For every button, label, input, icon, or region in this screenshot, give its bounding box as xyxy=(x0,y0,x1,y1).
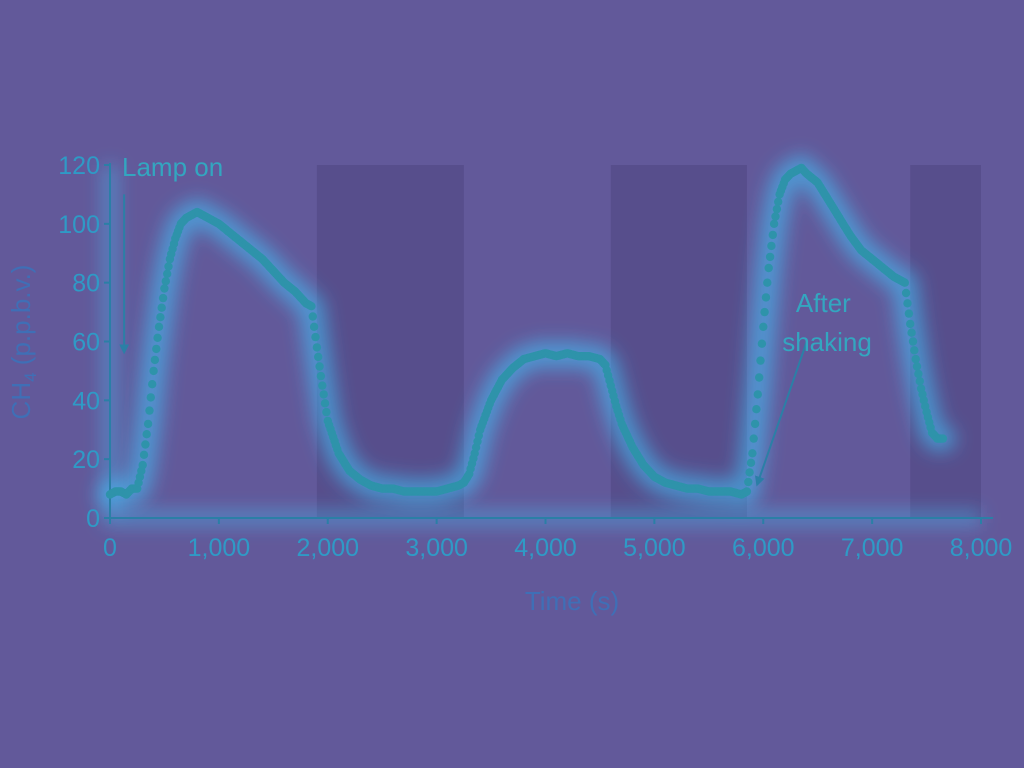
data-point xyxy=(759,322,768,331)
y-tick-label-5: 100 xyxy=(58,211,100,239)
data-point xyxy=(907,328,916,337)
data-point xyxy=(157,303,166,312)
data-point xyxy=(161,277,170,286)
data-point xyxy=(903,299,912,308)
data-point xyxy=(142,430,151,439)
data-point xyxy=(756,356,765,365)
data-point xyxy=(320,399,330,408)
after-shaking-line-2: shaking xyxy=(782,327,872,357)
data-point xyxy=(148,380,157,389)
data-point xyxy=(318,381,327,390)
data-point xyxy=(742,487,752,496)
data-point xyxy=(774,197,783,206)
x-tick-label-7: 7,000 xyxy=(841,534,904,562)
data-point xyxy=(906,319,915,329)
data-point xyxy=(904,309,914,318)
data-point xyxy=(938,434,948,443)
data-point xyxy=(746,458,756,467)
data-point xyxy=(744,477,753,487)
data-point xyxy=(768,230,777,240)
data-point xyxy=(315,362,324,371)
y-axis-title: CH4 (p.p.b.v.) xyxy=(6,265,40,420)
data-point xyxy=(767,241,776,251)
data-point xyxy=(152,344,161,354)
data-point xyxy=(158,293,168,303)
data-point xyxy=(915,377,924,386)
data-point xyxy=(164,262,173,271)
data-point xyxy=(764,263,773,273)
x-tick-label-0: 0 xyxy=(103,534,117,562)
data-point xyxy=(139,450,149,459)
x-tick-label-1: 1,000 xyxy=(188,534,251,562)
data-point xyxy=(322,407,331,417)
y-tick-label-0: 0 xyxy=(86,505,100,533)
data-point xyxy=(156,313,165,322)
data-point xyxy=(772,204,782,214)
annotation-arrow-1 xyxy=(755,341,808,487)
data-point xyxy=(153,333,162,342)
data-point xyxy=(160,284,169,293)
data-point xyxy=(138,460,147,470)
y-axis-title-main: CH xyxy=(6,382,36,420)
y-axis-title-subscript: 4 xyxy=(21,372,40,381)
data-point xyxy=(760,307,769,317)
x-tick-label-8: 8,000 xyxy=(950,534,1013,562)
data-point xyxy=(307,302,316,311)
data-point xyxy=(163,269,172,278)
x-tick-label-5: 5,000 xyxy=(623,534,686,562)
data-point xyxy=(309,322,319,331)
data-point xyxy=(755,373,764,382)
data-point xyxy=(763,278,772,287)
data-point xyxy=(143,419,153,429)
data-point xyxy=(912,362,922,371)
data-point xyxy=(748,449,757,458)
after-shaking-annotation: After shaking xyxy=(782,288,872,357)
data-point xyxy=(761,293,771,302)
axes: 0 1,000 2,000 3,000 4,000 5,000 6,000 7,000 8,00… xyxy=(58,152,1012,562)
data-point xyxy=(316,371,326,381)
y-tick-label-1: 20 xyxy=(72,446,100,474)
data-point xyxy=(154,322,164,331)
after-shaking-line-1: After xyxy=(796,288,851,318)
data-point xyxy=(910,346,919,355)
x-tick-label-6: 6,000 xyxy=(732,534,795,562)
data-point xyxy=(319,390,328,399)
data-point xyxy=(914,369,923,379)
data-point xyxy=(749,434,758,443)
data-point xyxy=(149,366,158,376)
data-point xyxy=(911,354,920,364)
data-point xyxy=(757,339,767,348)
data-point xyxy=(145,406,154,415)
data-point xyxy=(769,219,779,228)
y-tick-label-2: 40 xyxy=(72,387,100,415)
y-tick-label-3: 60 xyxy=(72,329,100,357)
data-point xyxy=(312,343,322,352)
data-point xyxy=(146,393,155,402)
data-point xyxy=(308,312,317,321)
x-axis-title: Time (s) xyxy=(525,586,619,616)
data-point xyxy=(908,337,918,346)
data-point xyxy=(745,468,754,477)
data-point xyxy=(141,440,150,449)
y-axis-title-units: (p.p.b.v.) xyxy=(6,265,36,373)
data-point xyxy=(752,405,761,414)
data-point xyxy=(311,332,320,342)
lamp-on-annotation: Lamp on xyxy=(122,152,223,182)
data-points xyxy=(105,163,948,499)
data-point xyxy=(771,212,780,221)
data-point xyxy=(750,419,760,429)
data-point xyxy=(765,252,775,262)
axis-labels: Time (s) CH4 (p.p.b.v.) Lamp on After sh… xyxy=(6,152,872,616)
data-point xyxy=(901,288,911,298)
data-point xyxy=(150,355,160,365)
data-point xyxy=(900,278,909,287)
x-tick-label-3: 3,000 xyxy=(405,534,468,562)
x-tick-label-2: 2,000 xyxy=(296,534,359,562)
x-tick-label-4: 4,000 xyxy=(514,534,577,562)
data-point xyxy=(314,352,323,362)
data-point xyxy=(753,390,762,399)
y-tick-label-4: 80 xyxy=(72,270,100,298)
y-tick-label-6: 120 xyxy=(58,152,100,180)
